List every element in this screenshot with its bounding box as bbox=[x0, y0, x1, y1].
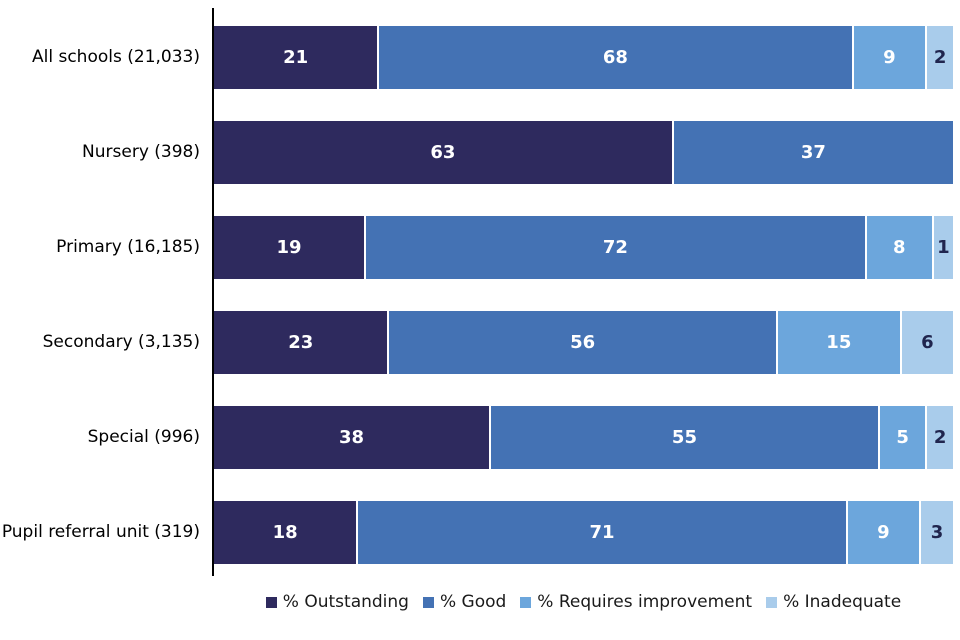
segment-value: 37 bbox=[800, 142, 826, 163]
bar-segment: 38 bbox=[214, 406, 490, 469]
legend-item-requires-improvement: % Requires improvement bbox=[520, 592, 752, 612]
bar-segment: 8 bbox=[864, 216, 932, 279]
bar-segment: 18 bbox=[214, 501, 357, 564]
bar-segment: 23 bbox=[214, 311, 388, 374]
segment-value: 23 bbox=[288, 332, 314, 353]
segment-value: 38 bbox=[338, 427, 365, 448]
bar-segment: 56 bbox=[387, 311, 776, 374]
chart-row: Secondary (3,135) 23 56 15 6 bbox=[0, 311, 954, 374]
segment-value: 18 bbox=[272, 522, 298, 543]
segment-value: 9 bbox=[877, 522, 890, 543]
legend-swatch bbox=[422, 596, 434, 608]
legend-label: % Requires improvement bbox=[537, 592, 753, 612]
segment-value: 3 bbox=[930, 522, 944, 543]
chart-row: Nursery (398) 63 37 bbox=[0, 121, 953, 184]
chart-row: Special (996) 38 55 5 2 bbox=[0, 406, 953, 469]
stacked-bar: 63 37 bbox=[214, 121, 953, 184]
segment-value: 1 bbox=[937, 237, 950, 258]
segment-value: 15 bbox=[826, 332, 852, 353]
legend-item-outstanding: % Outstanding bbox=[265, 592, 409, 612]
category-label: Primary (16,185) bbox=[56, 237, 200, 258]
segment-value: 21 bbox=[283, 47, 309, 68]
bar-segment: 9 bbox=[851, 26, 926, 89]
bar-segment: 63 bbox=[214, 121, 672, 184]
legend-item-inadequate: % Inadequate bbox=[766, 592, 901, 612]
legend-swatch bbox=[766, 596, 778, 608]
bar-segment: 1 bbox=[931, 216, 953, 279]
segment-value: 5 bbox=[896, 427, 909, 448]
stacked-bar: 23 56 15 6 bbox=[214, 311, 954, 374]
category-label: All schools (21,033) bbox=[32, 47, 200, 68]
y-axis-line bbox=[212, 8, 214, 576]
segment-value: 68 bbox=[602, 47, 628, 68]
legend-swatch bbox=[520, 596, 532, 608]
legend-label: % Good bbox=[439, 592, 507, 612]
legend-label: % Outstanding bbox=[282, 592, 409, 612]
bar-segment: 2 bbox=[925, 406, 953, 469]
stacked-bar: 38 55 5 2 bbox=[214, 406, 953, 469]
bar-segment: 55 bbox=[489, 406, 878, 469]
category-label: Special (996) bbox=[87, 427, 200, 448]
segment-value: 71 bbox=[589, 522, 615, 543]
bar-segment: 2 bbox=[925, 26, 953, 89]
bar-segment: 37 bbox=[671, 121, 953, 184]
bar-segment: 5 bbox=[877, 406, 926, 469]
segment-value: 8 bbox=[893, 237, 906, 258]
chart-row: All schools (21,033) 21 68 9 2 bbox=[0, 26, 953, 89]
category-label: Secondary (3,135) bbox=[42, 332, 200, 353]
segment-value: 2 bbox=[933, 427, 947, 448]
stacked-bar: 18 71 9 3 bbox=[214, 501, 953, 564]
bar-segment: 9 bbox=[845, 501, 919, 564]
stacked-bar: 19 72 8 1 bbox=[214, 216, 953, 279]
segment-value: 19 bbox=[276, 237, 302, 258]
bar-rows: All schools (21,033) 21 68 9 2 Nursery (398) 6… bbox=[0, 26, 954, 564]
segment-value: 2 bbox=[933, 47, 947, 68]
legend-label: % Inadequate bbox=[783, 592, 902, 612]
stacked-bar: 21 68 9 2 bbox=[214, 26, 953, 89]
bar-segment: 6 bbox=[899, 311, 954, 374]
segment-value: 6 bbox=[921, 332, 934, 353]
segment-value: 55 bbox=[671, 427, 697, 448]
bar-segment: 19 bbox=[214, 216, 365, 279]
category-label: Nursery (398) bbox=[82, 142, 200, 163]
bar-segment: 21 bbox=[214, 26, 378, 89]
bar-segment: 72 bbox=[364, 216, 865, 279]
bar-segment: 15 bbox=[775, 311, 900, 374]
category-label: Pupil referral unit (319) bbox=[1, 522, 200, 543]
segment-value: 72 bbox=[602, 237, 628, 258]
legend-item-good: % Good bbox=[422, 592, 507, 612]
chart-row: Primary (16,185) 19 72 8 1 bbox=[0, 216, 953, 279]
segment-value: 63 bbox=[430, 142, 456, 163]
bar-segment: 71 bbox=[356, 501, 846, 564]
legend-swatch bbox=[265, 596, 277, 608]
bar-segment: 3 bbox=[918, 501, 953, 564]
legend: % Outstanding % Good % Requires improvem… bbox=[214, 592, 953, 612]
segment-value: 56 bbox=[570, 332, 596, 353]
chart-row: Pupil referral unit (319) 18 71 9 3 bbox=[0, 501, 953, 564]
segment-value: 9 bbox=[883, 47, 896, 68]
bar-segment: 68 bbox=[377, 26, 852, 89]
